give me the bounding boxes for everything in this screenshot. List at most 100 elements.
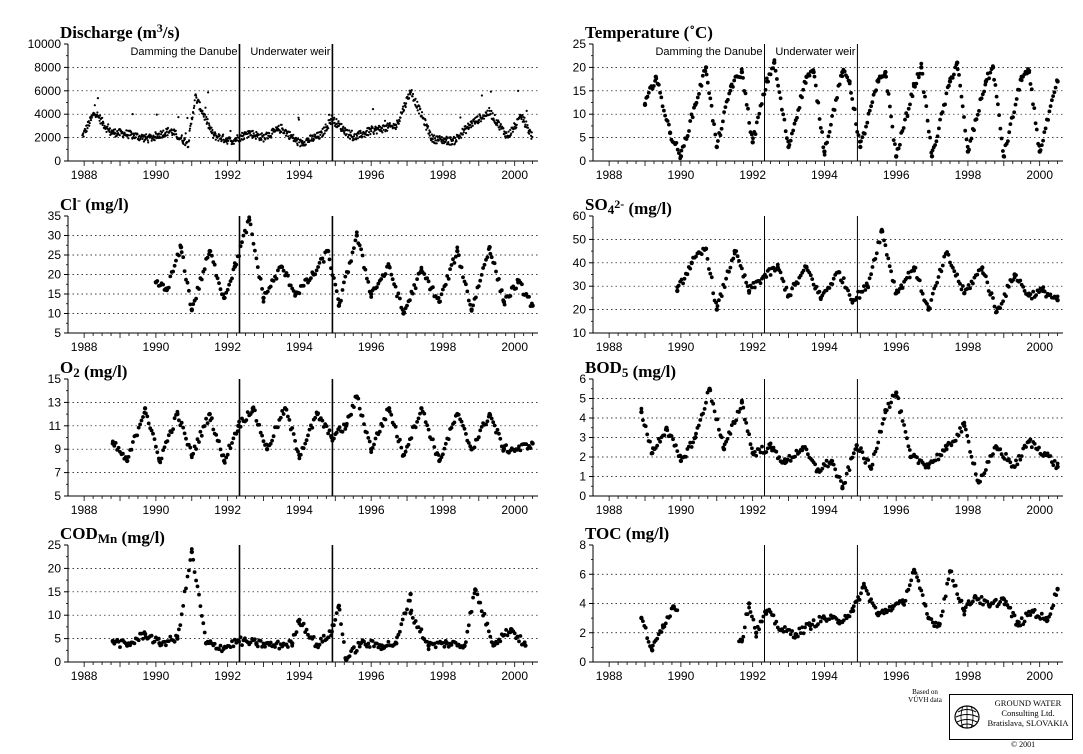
data-point (796, 281, 800, 286)
data-point (504, 443, 508, 447)
data-point (191, 302, 196, 306)
data-point (1007, 130, 1012, 135)
data-point (165, 130, 168, 133)
data-point (939, 453, 944, 458)
data-point (788, 632, 793, 637)
chart-title: Discharge (m3/s) (60, 21, 180, 42)
data-point (717, 298, 721, 303)
x-tick-label: 1992 (739, 168, 766, 182)
data-point (415, 106, 418, 109)
data-point (185, 574, 190, 579)
data-point (856, 133, 861, 138)
data-point (976, 480, 981, 485)
data-point (674, 443, 678, 448)
annotation-weir: Underwater weir (250, 46, 330, 58)
data-point (1016, 623, 1021, 628)
data-point (742, 417, 747, 422)
data-point (905, 436, 909, 441)
data-point (110, 638, 116, 644)
data-point (667, 130, 673, 136)
data-point (134, 136, 137, 139)
x-tick-label: 1998 (955, 340, 982, 354)
data-point (907, 275, 912, 280)
data-point (953, 583, 958, 588)
data-point (985, 280, 990, 285)
data-point (501, 299, 507, 304)
data-point (418, 411, 422, 416)
data-point (511, 130, 514, 133)
x-tick-label: 1992 (214, 340, 241, 354)
data-point (406, 442, 411, 447)
data-point (815, 468, 820, 473)
data-point (217, 281, 221, 285)
data-point (822, 149, 827, 154)
data-point (419, 406, 424, 411)
data-point (1012, 272, 1017, 277)
data-point (144, 411, 148, 416)
data-point (329, 629, 334, 634)
data-point (1017, 454, 1021, 458)
data-point (357, 406, 362, 411)
data-point (817, 289, 822, 294)
data-point (965, 602, 970, 607)
data-point (477, 121, 480, 124)
data-point (261, 299, 266, 304)
data-point (207, 122, 210, 125)
data-point (304, 277, 309, 282)
data-point (194, 447, 199, 451)
data-point (414, 97, 417, 100)
data-point (827, 617, 832, 621)
data-point (465, 289, 470, 294)
data-point (214, 138, 217, 141)
data-point (297, 118, 300, 121)
data-point (986, 460, 991, 464)
data-point (697, 92, 701, 96)
data-point (847, 614, 852, 619)
data-point (1028, 82, 1033, 86)
data-point (722, 285, 727, 289)
data-point (357, 644, 362, 649)
data-point (191, 118, 194, 121)
data-point (808, 627, 813, 631)
x-tick-label: 1996 (358, 340, 385, 354)
data-point (182, 142, 185, 145)
data-point (118, 645, 122, 649)
data-point (114, 132, 117, 135)
x-tick-label: 1990 (143, 503, 170, 517)
data-point (470, 126, 473, 129)
data-point (297, 452, 302, 458)
data-point (157, 132, 161, 135)
data-point (505, 131, 508, 134)
data-point (1014, 97, 1019, 101)
data-point (1004, 452, 1008, 456)
data-point (682, 144, 686, 148)
data-point (481, 266, 485, 270)
data-point (786, 144, 791, 150)
data-point (487, 245, 492, 250)
data-point (984, 468, 988, 472)
data-point (847, 293, 852, 297)
data-point (1055, 464, 1060, 469)
data-point (327, 113, 331, 116)
data-point (530, 441, 535, 446)
data-point (268, 284, 273, 289)
data-point (498, 639, 503, 644)
data-point (703, 69, 708, 73)
data-point (923, 465, 928, 470)
y-tick-label: 40 (573, 256, 587, 270)
data-point (277, 124, 280, 127)
chart-title: Temperature (˚C) (585, 23, 713, 42)
x-tick-label: 1990 (668, 340, 695, 354)
data-point (236, 423, 241, 428)
data-point (276, 639, 280, 644)
data-point (173, 133, 176, 136)
data-point (334, 430, 339, 435)
x-tick-label: 1988 (596, 340, 623, 354)
data-point (110, 441, 116, 446)
data-point (211, 128, 214, 132)
data-point (839, 479, 843, 483)
data-point (385, 643, 389, 648)
data-point (268, 441, 273, 446)
data-point (462, 426, 467, 431)
